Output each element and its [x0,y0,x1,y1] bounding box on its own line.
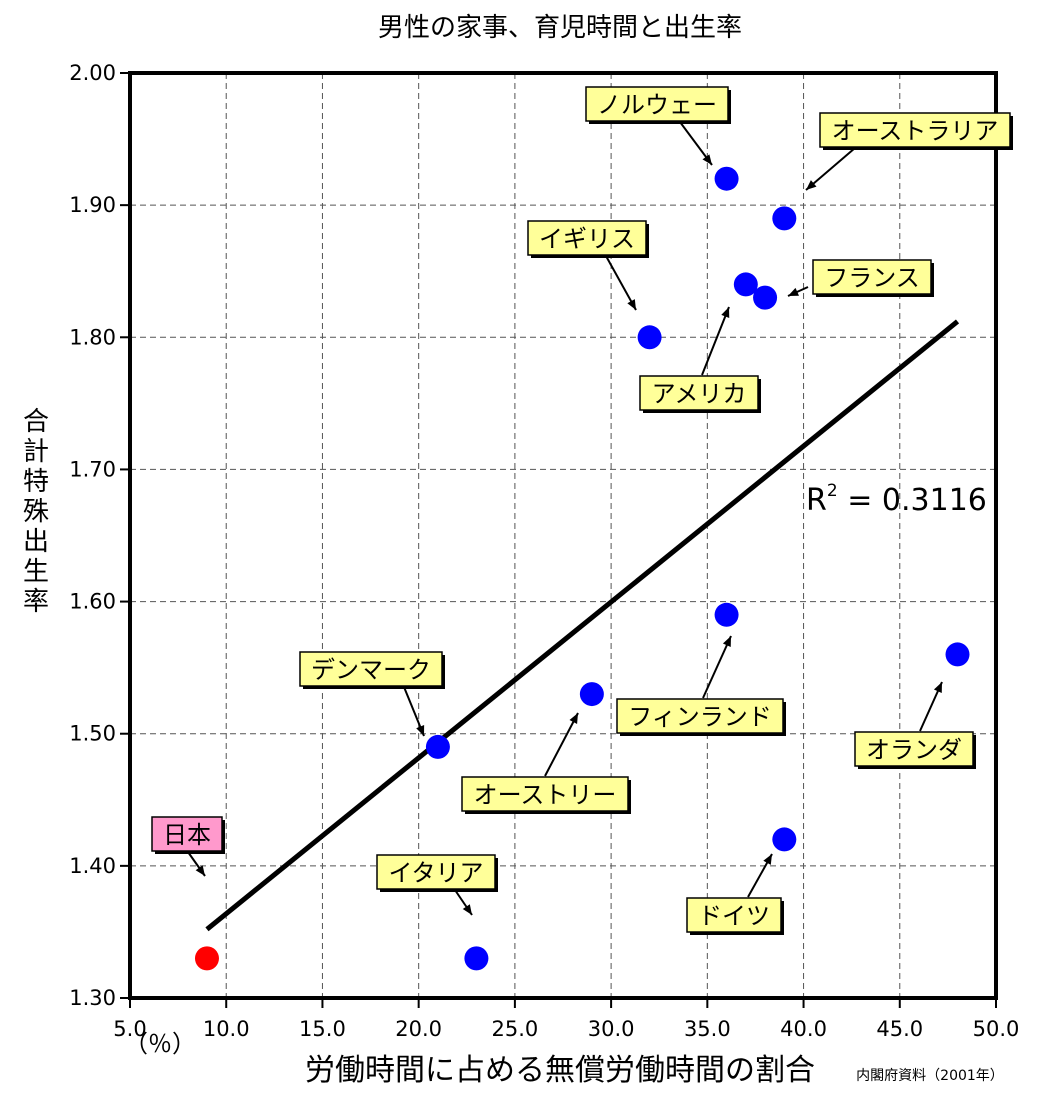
callout-arrowhead [722,636,731,647]
point-label: アメリカ [652,380,747,408]
point-label: オーストリー [474,781,617,809]
y-tick-label: 1.50 [69,722,116,746]
callout-box [639,375,759,411]
callout-box [819,112,1011,148]
point-label: オランダ [866,736,962,764]
y-tick-label: 2.00 [69,61,116,85]
y-axis: 1.30 1.40 1.50 1.60 1.70 1.80 1.90 2.00 [69,61,130,1010]
x-axis-label: 労働時間に占める無償労働時間の割合 [305,1053,815,1088]
callout-arrowhead [627,299,636,310]
x-tick-label: 10.0 [203,1017,250,1041]
callout-box [299,651,443,687]
y-tick-label: 1.40 [69,854,116,878]
data-point [733,272,758,297]
data-point [425,734,450,759]
data-point [464,946,489,971]
data-point [714,602,739,627]
plot-area-frame [128,71,998,1000]
x-tick-label: 35.0 [684,1017,731,1041]
point-label: イタリア [388,859,483,887]
callout-box [854,731,974,767]
x-tick-label: 40.0 [780,1017,827,1041]
callout-arrowhead [933,682,942,693]
callout-arrowhead [721,307,730,318]
x-tick-label: 15.0 [299,1017,346,1041]
callout-arrowhead [763,854,772,865]
point-label: オーストラリア [832,117,999,145]
callout-arrowhead [195,865,205,876]
x-tick-label: 20.0 [395,1017,442,1041]
point-label: フランス [824,264,920,292]
x-tick-label: 30.0 [588,1017,635,1041]
callout-arrow [805,147,856,191]
data-point [194,946,219,971]
callout-box [812,259,932,295]
callout-arrow [701,306,730,376]
data-point [579,682,604,707]
point-label: ノルウェー [597,91,717,119]
x-axis-unit: （％） [124,1030,196,1058]
callout-arrowhead [806,180,817,190]
point-label: フィンランド [628,703,772,731]
callout-arrowhead [702,154,712,165]
data-point [772,827,797,852]
callout-box [151,816,223,852]
y-tick-label: 1.80 [69,325,116,349]
data-point [714,166,739,191]
x-axis: 5.0 10.0 15.0 20.0 25.0 30.0 35.0 40.0 45.0 50.0 [113,998,1019,1041]
callout-arrow [605,255,637,311]
callout-arrow [544,712,579,777]
y-axis-label: 合計特殊出生率 [23,407,49,617]
callout-box [527,220,647,256]
callout-arrowhead [462,904,472,915]
callout-arrowhead [569,713,578,724]
point-label: デンマーク [311,656,431,684]
r-squared-label: R2 = 0.3116 [806,481,987,518]
callout-box [461,776,629,812]
x-tick-label: 45.0 [876,1017,923,1041]
chart-title: 男性の家事、育児時間と出生率 [378,13,742,43]
callout-arrowhead [416,725,425,736]
y-tick-label: 1.90 [69,193,116,217]
source-note: 内閣府資料（2001年） [856,1068,1004,1084]
grid-lines [130,73,996,998]
data-point [772,206,797,231]
callout-arrow [702,635,732,699]
point-label: イギリス [539,225,635,253]
x-tick-label: 50.0 [973,1017,1020,1041]
data-point [945,642,970,667]
y-tick-label: 1.70 [69,457,116,481]
callout-box [376,854,496,890]
callout-arrowhead [788,287,799,296]
data-points [194,166,970,971]
y-tick-label: 1.30 [69,986,116,1010]
x-tick-label: 5.0 [113,1017,146,1041]
x-tick-label: 25.0 [492,1017,539,1041]
callout-box [585,86,729,122]
data-point [637,325,662,350]
data-point [753,285,778,310]
y-tick-label: 1.60 [69,590,116,614]
point-label: ドイツ [698,902,770,930]
callout-box [686,897,782,933]
trendline [205,319,960,932]
callout-box [616,698,784,734]
point-label: 日本 [163,821,211,849]
